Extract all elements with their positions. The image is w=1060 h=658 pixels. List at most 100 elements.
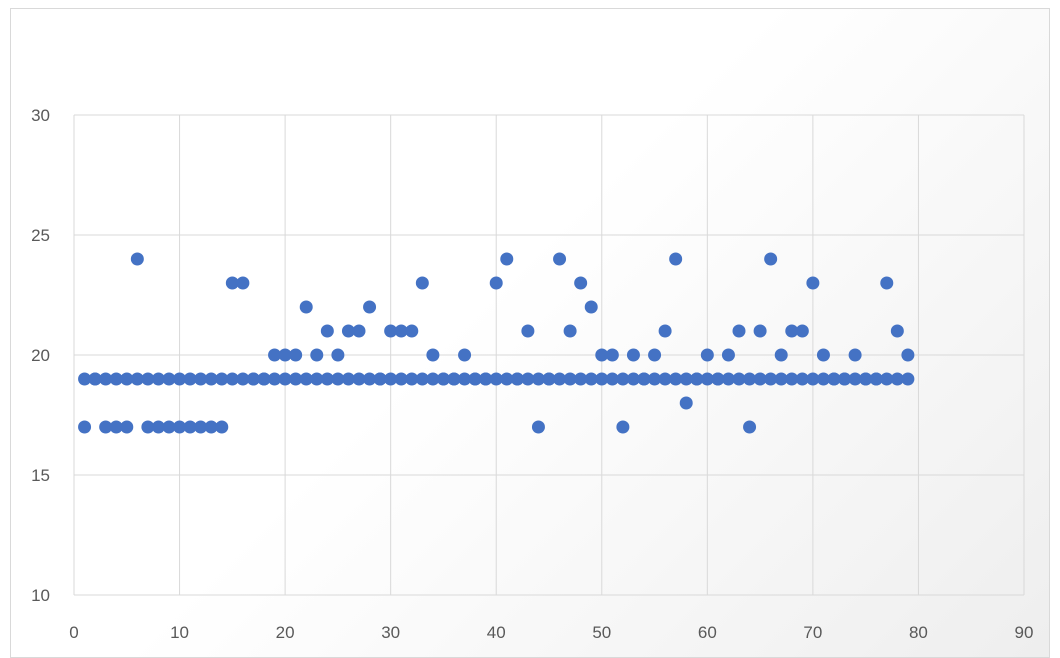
scatter-point xyxy=(363,300,377,314)
scatter-point xyxy=(236,276,250,290)
scatter-point xyxy=(721,348,735,362)
scatter-point xyxy=(373,372,387,386)
y-tick-label: 25 xyxy=(31,226,50,245)
scatter-point xyxy=(795,324,809,338)
scatter-point xyxy=(141,420,155,434)
scatter-point xyxy=(711,372,725,386)
scatter-point xyxy=(310,348,324,362)
scatter-point xyxy=(848,348,862,362)
scatter-point xyxy=(648,348,662,362)
scatter-point xyxy=(531,372,545,386)
scatter-point xyxy=(299,300,313,314)
scatter-point xyxy=(658,372,672,386)
scatter-point xyxy=(489,372,503,386)
scatter-point xyxy=(690,372,704,386)
scatter-point xyxy=(521,324,535,338)
x-tick-label: 90 xyxy=(1015,623,1034,642)
scatter-point xyxy=(616,420,630,434)
scatter-point xyxy=(204,372,218,386)
scatter-point xyxy=(679,396,693,410)
scatter-point xyxy=(584,372,598,386)
scatter-point xyxy=(595,348,609,362)
scatter-point xyxy=(162,420,176,434)
y-tick-label: 10 xyxy=(31,586,50,605)
scatter-point xyxy=(405,324,419,338)
scatter-point xyxy=(605,348,619,362)
scatter-point xyxy=(869,372,883,386)
scatter-point xyxy=(890,372,904,386)
scatter-point xyxy=(120,372,134,386)
scatter-point xyxy=(553,252,567,266)
scatter-point xyxy=(890,324,904,338)
scatter-point xyxy=(574,276,588,290)
x-tick-label: 10 xyxy=(170,623,189,642)
y-tick-label: 15 xyxy=(31,466,50,485)
x-tick-label: 40 xyxy=(487,623,506,642)
scatter-point xyxy=(510,372,524,386)
scatter-point xyxy=(901,348,915,362)
scatter-point xyxy=(384,324,398,338)
scatter-point xyxy=(584,300,598,314)
scatter-point xyxy=(194,420,208,434)
scatter-point xyxy=(320,372,334,386)
scatter-point xyxy=(215,420,229,434)
scatter-point xyxy=(880,372,894,386)
scatter-point xyxy=(426,348,440,362)
scatter-point xyxy=(774,348,788,362)
scatter-point xyxy=(151,420,165,434)
scatter-point xyxy=(268,372,282,386)
scatter-point xyxy=(838,372,852,386)
scatter-point xyxy=(352,372,366,386)
scatter-point xyxy=(626,348,640,362)
scatter-point xyxy=(151,372,165,386)
x-tick-label: 80 xyxy=(909,623,928,642)
scatter-point xyxy=(278,348,292,362)
scatter-point xyxy=(732,372,746,386)
scatter-point xyxy=(637,372,651,386)
scatter-point xyxy=(500,372,514,386)
scatter-point xyxy=(310,372,324,386)
scatter-point xyxy=(246,372,260,386)
x-tick-label: 30 xyxy=(381,623,400,642)
scatter-point xyxy=(764,372,778,386)
scatter-point xyxy=(88,372,102,386)
scatter-point xyxy=(880,276,894,290)
scatter-point xyxy=(848,372,862,386)
scatter-point xyxy=(616,372,630,386)
scatter-point xyxy=(289,372,303,386)
scatter-point xyxy=(542,372,556,386)
scatter-point xyxy=(109,420,123,434)
scatter-point xyxy=(78,372,92,386)
scatter-point xyxy=(574,372,588,386)
scatter-point xyxy=(257,372,271,386)
scatter-point xyxy=(795,372,809,386)
scatter-point xyxy=(806,372,820,386)
scatter-point xyxy=(859,372,873,386)
scatter-point xyxy=(130,252,144,266)
scatter-point xyxy=(394,372,408,386)
scatter-point xyxy=(679,372,693,386)
scatter-point xyxy=(648,372,662,386)
scatter-point xyxy=(331,348,345,362)
scatter-point xyxy=(341,372,355,386)
scatter-point xyxy=(605,372,619,386)
scatter-point xyxy=(278,372,292,386)
y-tick-label: 30 xyxy=(31,106,50,125)
scatter-point xyxy=(109,372,123,386)
scatter-point xyxy=(521,372,535,386)
scatter-point xyxy=(299,372,313,386)
scatter-point xyxy=(436,372,450,386)
scatter-point xyxy=(447,372,461,386)
scatter-point xyxy=(331,372,345,386)
scatter-point xyxy=(352,324,366,338)
scatter-point xyxy=(78,420,92,434)
scatter-point xyxy=(721,372,735,386)
scatter-point xyxy=(827,372,841,386)
scatter-point xyxy=(162,372,176,386)
scatter-point xyxy=(173,420,187,434)
scatter-point xyxy=(658,324,672,338)
scatter-point xyxy=(901,372,915,386)
scatter-point xyxy=(816,372,830,386)
scatter-point xyxy=(320,324,334,338)
scatter-point xyxy=(183,420,197,434)
